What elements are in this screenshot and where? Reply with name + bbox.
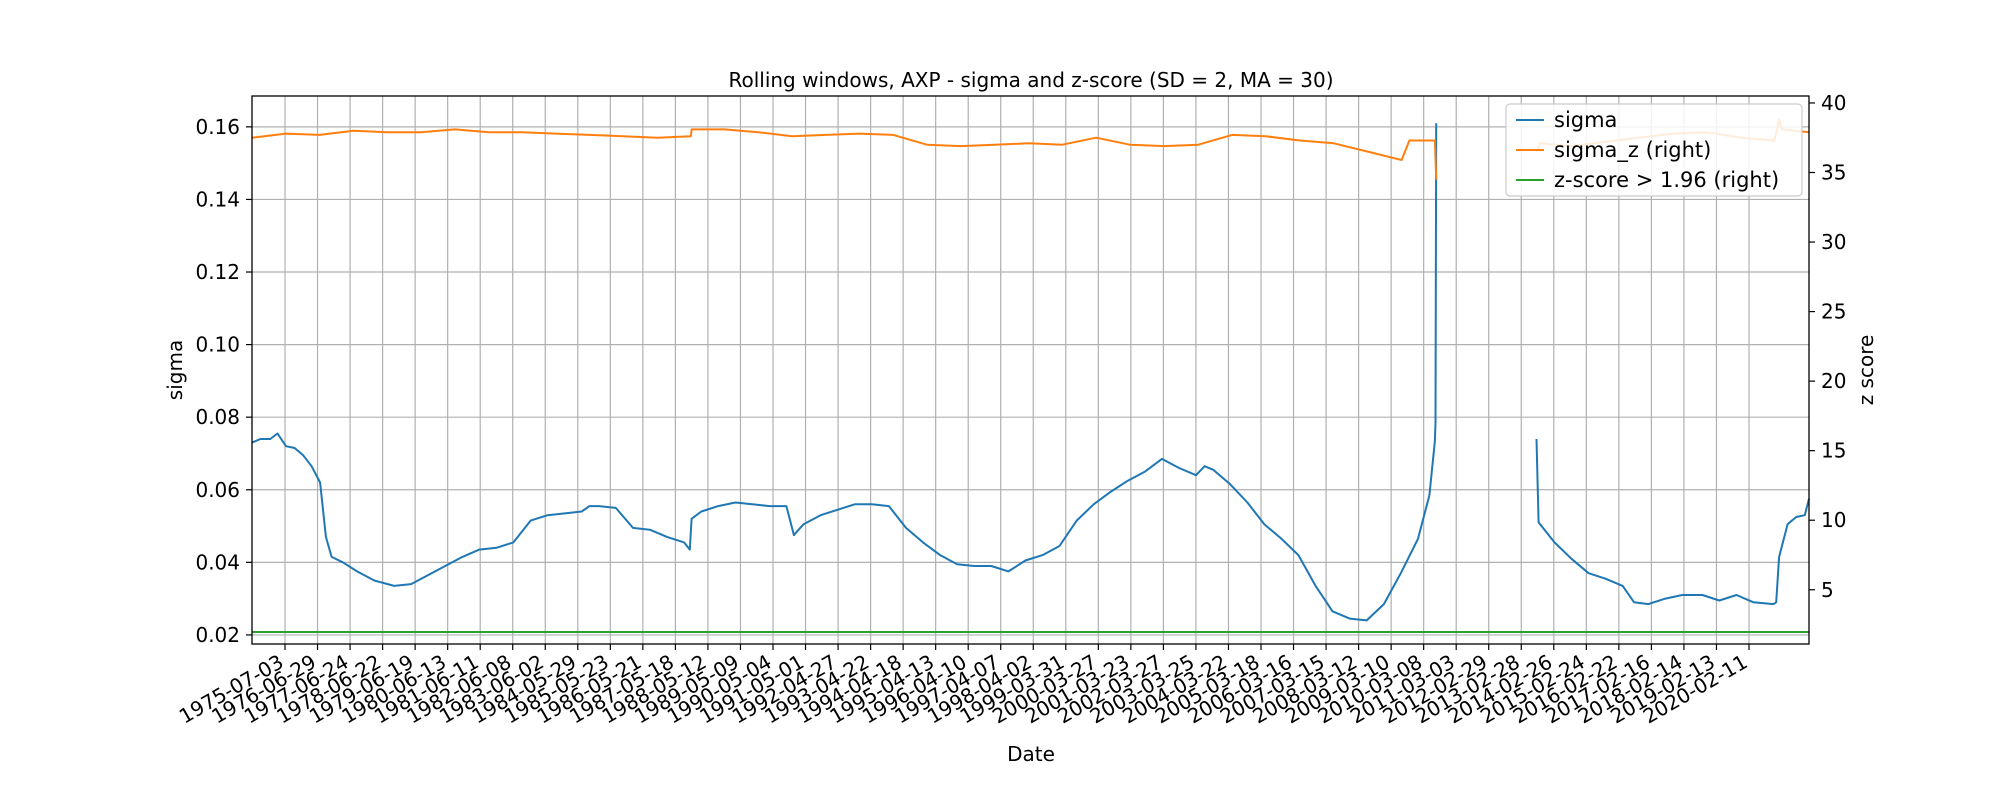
- y-left-tick-label: 0.16: [195, 115, 240, 139]
- tick-layer: 1975-07-031976-06-291977-06-241978-06-22…: [175, 91, 1847, 728]
- y-left-tick-label: 0.12: [195, 260, 240, 284]
- y-right-tick-label: 15: [1821, 439, 1846, 463]
- y-left-tick-label: 0.08: [195, 405, 240, 429]
- y-right-tick-label: 20: [1821, 369, 1846, 393]
- legend-label: sigma: [1554, 108, 1617, 132]
- legend-label: z-score > 1.96 (right): [1554, 168, 1779, 192]
- y-left-tick-label: 0.02: [195, 623, 240, 647]
- y-left-tick-label: 0.10: [195, 333, 240, 357]
- y-right-tick-label: 40: [1821, 91, 1846, 115]
- y-left-tick-label: 0.14: [195, 187, 240, 211]
- y-left-tick-label: 0.06: [195, 478, 240, 502]
- y-axis-label-right: z score: [1854, 335, 1878, 406]
- y-right-tick-label: 10: [1821, 508, 1846, 532]
- x-axis-label: Date: [1007, 742, 1055, 766]
- series-layer: [251, 118, 1810, 633]
- series-line-0-segment-1: [1535, 438, 1810, 606]
- plot-frame: [251, 95, 1810, 645]
- y-right-tick-label: 5: [1821, 578, 1834, 602]
- y-right-tick-label: 30: [1821, 230, 1846, 254]
- y-left-tick-label: 0.04: [195, 550, 240, 574]
- legend: sigma sigma_z (right) z-score > 1.96 (righ…: [1505, 103, 1803, 197]
- y-axis-label-left: sigma: [163, 340, 187, 400]
- series-line-0-segment-0: [251, 123, 1438, 622]
- chart-title: Rolling windows, AXP - sigma and z-score…: [728, 68, 1333, 92]
- y-right-tick-label: 25: [1821, 300, 1846, 324]
- legend-box: [1505, 103, 1803, 197]
- grid-layer: [252, 96, 1809, 644]
- y-right-tick-label: 35: [1821, 160, 1846, 184]
- legend-label: sigma_z (right): [1554, 138, 1711, 163]
- series-line-1-segment-0: [251, 128, 1438, 180]
